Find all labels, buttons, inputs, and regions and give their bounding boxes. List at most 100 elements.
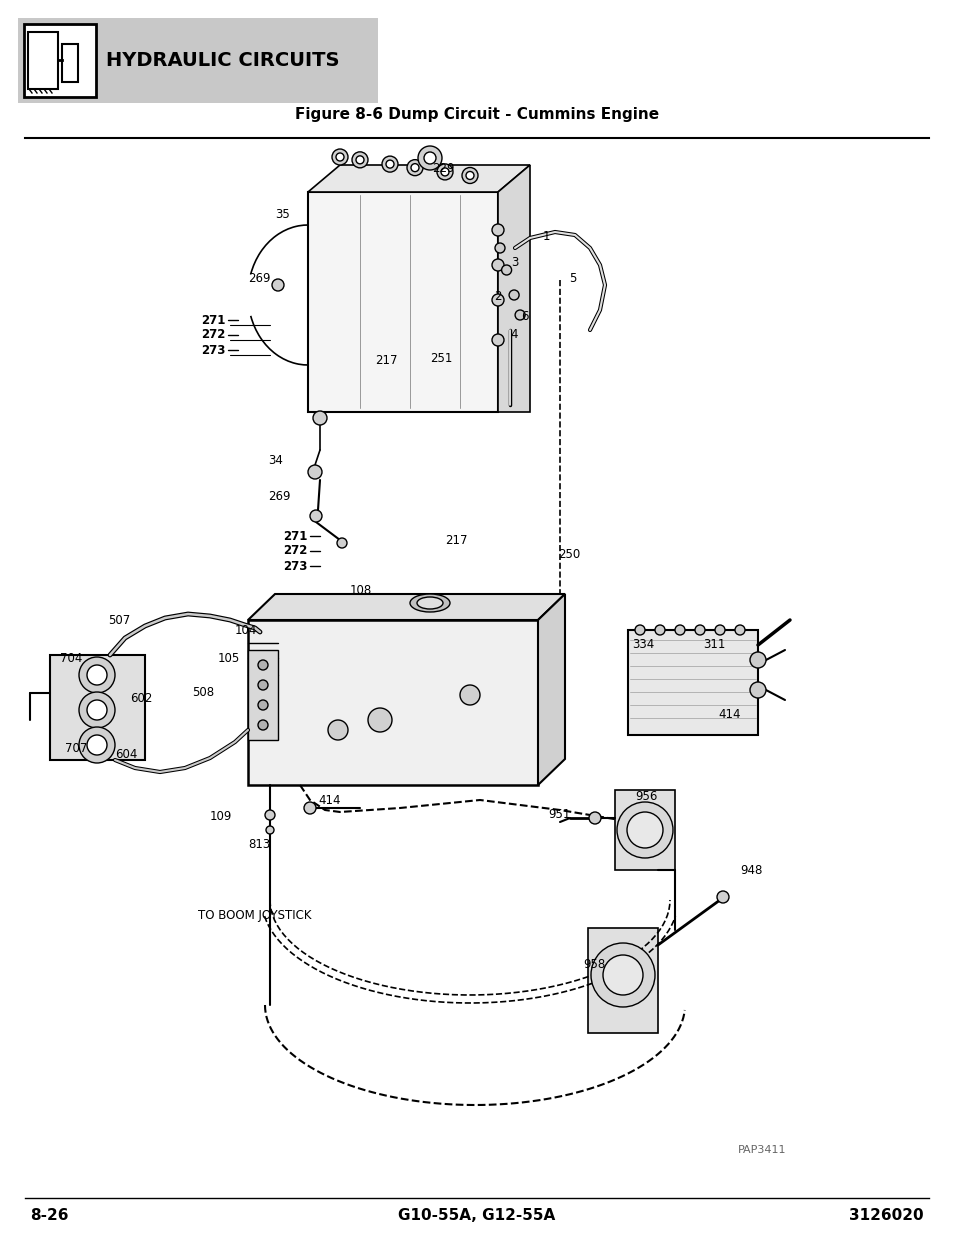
Text: 414: 414 — [718, 709, 740, 721]
Text: 6: 6 — [520, 310, 528, 322]
Circle shape — [501, 266, 511, 275]
Text: 951: 951 — [547, 809, 570, 821]
Circle shape — [386, 161, 394, 168]
Circle shape — [368, 708, 392, 732]
Ellipse shape — [416, 597, 442, 609]
Text: 3126020: 3126020 — [848, 1208, 923, 1223]
Circle shape — [635, 625, 644, 635]
Text: 269: 269 — [248, 272, 271, 284]
Text: 948: 948 — [740, 863, 761, 877]
Circle shape — [714, 625, 724, 635]
Circle shape — [626, 811, 662, 848]
Bar — [28, 32, 58, 89]
Circle shape — [335, 153, 344, 161]
Circle shape — [492, 333, 503, 346]
Circle shape — [655, 625, 664, 635]
Text: 958: 958 — [582, 958, 604, 972]
Text: 334: 334 — [631, 637, 654, 651]
Bar — [627, 630, 758, 735]
Circle shape — [257, 720, 268, 730]
Text: 251: 251 — [430, 352, 452, 364]
Bar — [248, 620, 537, 785]
Circle shape — [272, 279, 284, 291]
Circle shape — [79, 692, 115, 727]
Circle shape — [492, 294, 503, 306]
Text: Figure 8-6 Dump Circuit - Cummins Engine: Figure 8-6 Dump Circuit - Cummins Engine — [294, 107, 659, 122]
Circle shape — [492, 224, 503, 236]
Ellipse shape — [410, 594, 450, 613]
Text: 8-26: 8-26 — [30, 1208, 69, 1223]
Text: 2: 2 — [494, 290, 501, 304]
Text: 813: 813 — [248, 839, 270, 851]
Circle shape — [355, 156, 364, 164]
Circle shape — [440, 168, 449, 175]
Circle shape — [588, 811, 600, 824]
Text: HYDRAULIC CIRCUITS: HYDRAULIC CIRCUITS — [106, 51, 339, 70]
Text: 311: 311 — [702, 637, 724, 651]
Text: 109: 109 — [210, 809, 233, 823]
Circle shape — [308, 466, 322, 479]
Circle shape — [352, 152, 368, 168]
Circle shape — [304, 802, 315, 814]
Circle shape — [734, 625, 744, 635]
Circle shape — [328, 720, 348, 740]
Circle shape — [675, 625, 684, 635]
Bar — [62, 44, 78, 82]
Circle shape — [332, 149, 348, 165]
Text: 229: 229 — [432, 162, 454, 174]
Circle shape — [79, 727, 115, 763]
Circle shape — [617, 802, 672, 858]
Text: 507: 507 — [108, 614, 131, 626]
Circle shape — [436, 164, 453, 180]
Text: TO BOOM JOYSTICK: TO BOOM JOYSTICK — [198, 909, 312, 921]
Bar — [24, 23, 96, 98]
Text: 105: 105 — [218, 652, 240, 664]
Polygon shape — [497, 165, 530, 412]
Circle shape — [509, 290, 518, 300]
Polygon shape — [537, 594, 564, 785]
Circle shape — [87, 700, 107, 720]
Bar — [50, 655, 145, 760]
Circle shape — [257, 659, 268, 671]
Bar — [308, 191, 497, 412]
Circle shape — [407, 159, 422, 175]
Bar — [615, 790, 675, 869]
Circle shape — [310, 510, 322, 522]
Circle shape — [465, 172, 474, 179]
Circle shape — [495, 243, 504, 253]
Text: 104: 104 — [234, 624, 257, 636]
Text: 272: 272 — [201, 329, 226, 342]
Circle shape — [459, 685, 479, 705]
Text: 269: 269 — [268, 489, 291, 503]
Circle shape — [515, 310, 524, 320]
Circle shape — [602, 955, 642, 995]
Bar — [587, 927, 658, 1032]
Text: 271: 271 — [283, 530, 308, 542]
Text: 35: 35 — [274, 209, 290, 221]
Circle shape — [749, 652, 765, 668]
Text: 508: 508 — [192, 685, 213, 699]
Circle shape — [87, 735, 107, 755]
Text: 956: 956 — [635, 789, 657, 803]
Circle shape — [749, 682, 765, 698]
Circle shape — [492, 259, 503, 270]
Text: 704: 704 — [60, 652, 82, 664]
Circle shape — [423, 152, 436, 164]
Text: 272: 272 — [283, 545, 308, 557]
Bar — [248, 650, 277, 740]
Text: 707: 707 — [65, 741, 88, 755]
Circle shape — [411, 164, 418, 172]
Text: 602: 602 — [130, 692, 152, 704]
Circle shape — [590, 944, 655, 1007]
Text: 273: 273 — [283, 559, 308, 573]
Circle shape — [87, 664, 107, 685]
Text: 108: 108 — [350, 584, 372, 598]
Circle shape — [313, 411, 327, 425]
Circle shape — [695, 625, 704, 635]
Polygon shape — [308, 165, 530, 191]
Text: 250: 250 — [558, 548, 579, 562]
Text: 4: 4 — [510, 329, 517, 342]
Text: 217: 217 — [444, 534, 467, 547]
Bar — [18, 19, 377, 103]
Circle shape — [417, 146, 441, 170]
